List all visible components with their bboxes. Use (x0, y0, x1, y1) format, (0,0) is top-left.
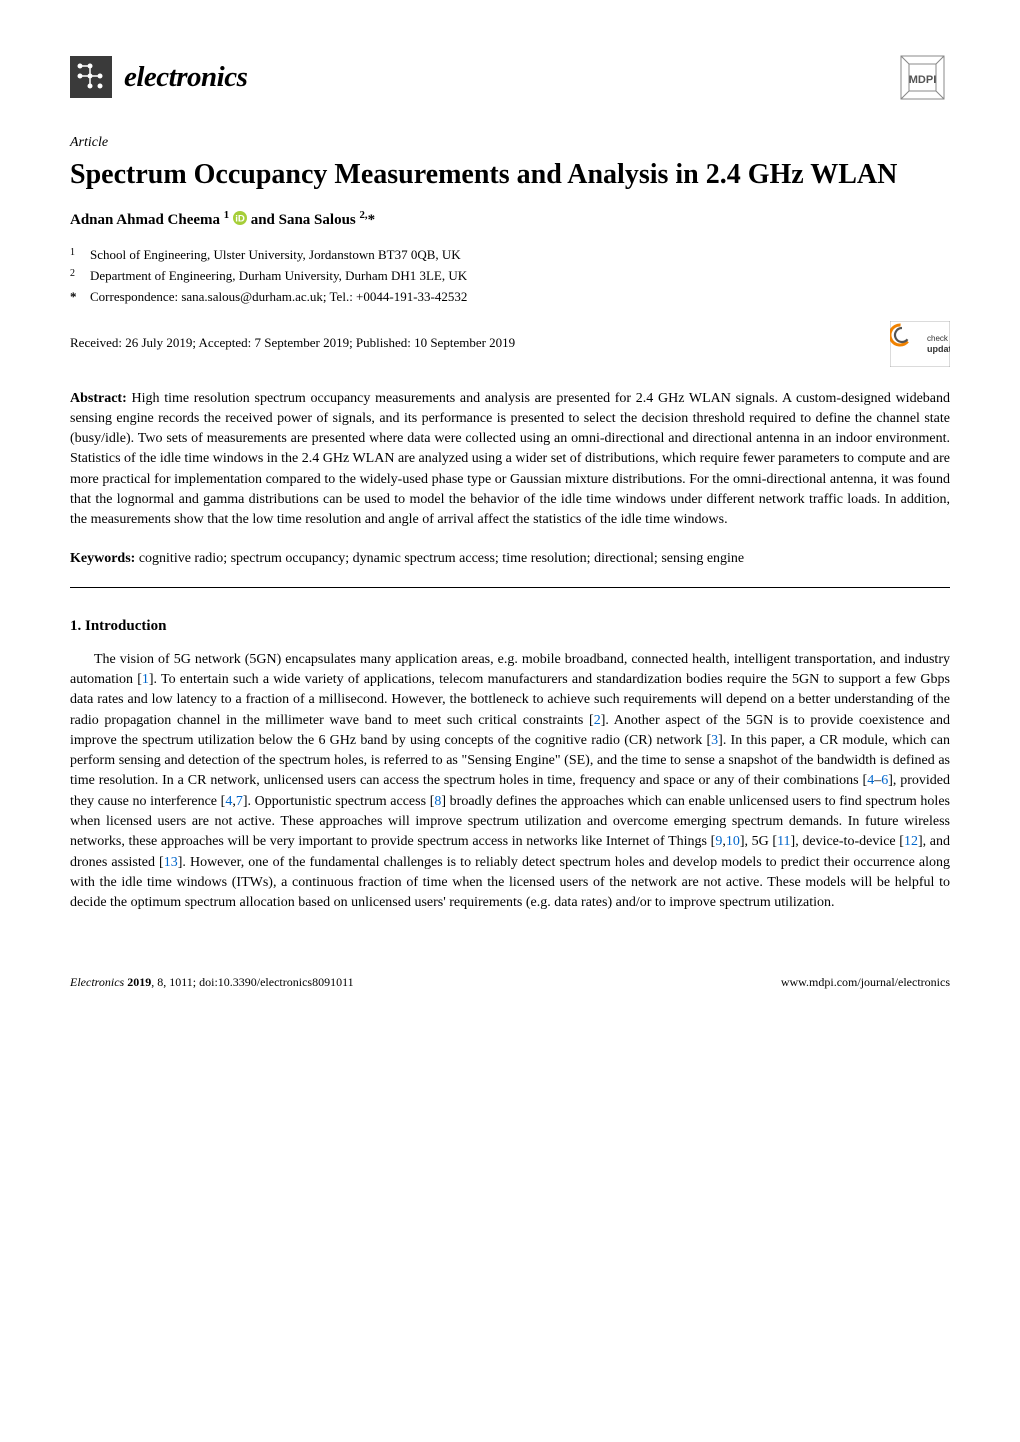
affil-text: School of Engineering, Ulster University… (90, 246, 461, 265)
footer-citation: Electronics 2019, 8, 1011; doi:10.3390/e… (70, 974, 354, 991)
orcid-icon[interactable]: iD (233, 211, 247, 225)
ref-link-11[interactable]: 11 (777, 834, 790, 849)
affil-sup: 2 (70, 267, 80, 286)
affil-text: Department of Engineering, Durham Univer… (90, 267, 467, 286)
ref-link-13[interactable]: 13 (164, 855, 178, 870)
abstract-label: Abstract: (70, 391, 127, 406)
affil-sup: 1 (70, 246, 80, 265)
author-line: Adnan Ahmad Cheema 1 iD and Sana Salous … (70, 208, 950, 232)
article-type: Article (70, 133, 950, 153)
author-2-corresponding-mark: * (368, 212, 376, 228)
ref-link-10[interactable]: 10 (726, 834, 740, 849)
intro-text: ], device-to-device [ (791, 834, 904, 849)
intro-text: ]. Opportunistic spectrum access [ (243, 794, 435, 809)
keywords-block: Keywords: cognitive radio; spectrum occu… (70, 549, 950, 569)
ref-link-7[interactable]: 7 (236, 794, 243, 809)
keywords-text: cognitive radio; spectrum occupancy; dyn… (139, 551, 744, 566)
dates-row: Received: 26 July 2019; Accepted: 7 Sept… (70, 321, 950, 367)
journal-logo-icon (70, 56, 112, 98)
page-header: electronics MDPI (70, 50, 950, 105)
author-2-affil-sup: 2, (360, 209, 368, 221)
ref-link-2[interactable]: 2 (594, 713, 601, 728)
journal-brand: electronics (70, 56, 247, 98)
intro-paragraph: The vision of 5G network (5GN) encapsula… (70, 650, 950, 914)
intro-text: ], 5G [ (740, 834, 777, 849)
author-connector: and (251, 212, 279, 228)
section-1-heading: 1. Introduction (70, 616, 950, 638)
affiliation-item: 1 School of Engineering, Ulster Universi… (70, 246, 950, 265)
svg-text:MDPI: MDPI (909, 74, 937, 86)
correspondence-item: * Correspondence: sana.salous@durham.ac.… (70, 288, 950, 307)
footer-url: www.mdpi.com/journal/electronics (781, 974, 950, 991)
corr-text: Correspondence: sana.salous@durham.ac.uk… (90, 288, 467, 307)
ref-link-1[interactable]: 1 (142, 672, 149, 687)
ref-link-12[interactable]: 12 (904, 834, 918, 849)
updates-line1: check for (927, 334, 950, 343)
article-title: Spectrum Occupancy Measurements and Anal… (70, 157, 950, 192)
affiliation-list: 1 School of Engineering, Ulster Universi… (70, 246, 950, 307)
affiliation-item: 2 Department of Engineering, Durham Univ… (70, 267, 950, 286)
author-1-affil-sup: 1 (224, 209, 229, 221)
intro-text: ]. However, one of the fundamental chall… (70, 855, 950, 911)
check-updates-badge-icon[interactable]: check for updates (890, 321, 950, 367)
footer-year-bold: 2019 (127, 975, 151, 989)
corr-mark: * (70, 288, 80, 307)
footer-rest: , 8, 1011; doi:10.3390/electronics809101… (151, 975, 353, 989)
updates-line2: updates (927, 344, 950, 354)
author-1-name: Adnan Ahmad Cheema (70, 212, 220, 228)
svg-text:iD: iD (235, 214, 245, 225)
abstract-block: Abstract: High time resolution spectrum … (70, 389, 950, 531)
publication-dates: Received: 26 July 2019; Accepted: 7 Sept… (70, 334, 515, 353)
author-2-name: Sana Salous (279, 212, 356, 228)
keywords-label: Keywords: (70, 551, 135, 566)
mdpi-logo-icon: MDPI (895, 50, 950, 105)
footer-journal-italic: Electronics (70, 975, 127, 989)
journal-name: electronics (124, 56, 247, 98)
section-divider (70, 587, 950, 588)
abstract-text: High time resolution spectrum occupancy … (70, 391, 950, 528)
page-footer: Electronics 2019, 8, 1011; doi:10.3390/e… (70, 974, 950, 991)
